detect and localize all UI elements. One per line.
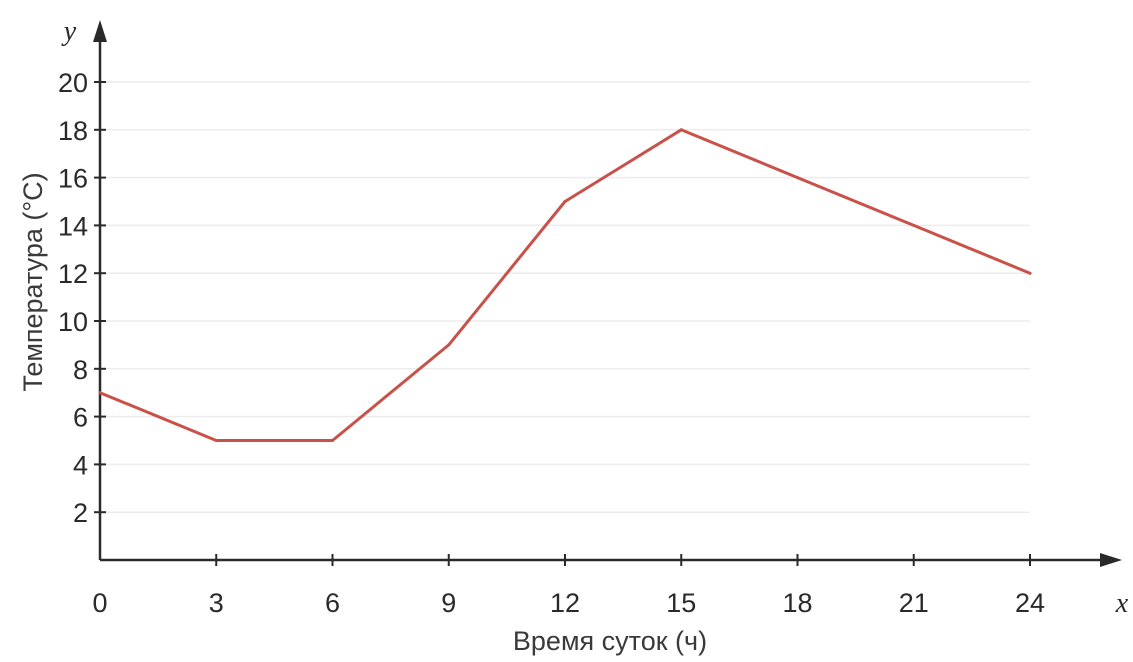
x-tick-label: 9 — [441, 588, 456, 618]
y-tick-label: 16 — [58, 164, 88, 194]
x-tick-label: 21 — [899, 588, 929, 618]
x-axis-variable: x — [1115, 588, 1129, 619]
x-tick-label: 15 — [666, 588, 696, 618]
x-tick-label: 12 — [550, 588, 580, 618]
data-point — [98, 391, 102, 395]
grid — [100, 81, 1030, 513]
y-axis-arrow — [93, 20, 107, 42]
y-tick-label: 8 — [73, 355, 88, 385]
x-axis-title: Время суток (ч) — [513, 626, 707, 656]
y-tick-label: 4 — [73, 450, 88, 480]
y-tick-label: 12 — [58, 259, 88, 289]
x-tick-label: 6 — [325, 588, 340, 618]
data-point — [563, 200, 567, 203]
x-tick-label: 24 — [1015, 588, 1045, 618]
y-tick-label: 2 — [73, 498, 88, 528]
series-line — [98, 128, 1032, 442]
data-point — [447, 343, 451, 347]
y-tick-label: 20 — [58, 68, 88, 98]
x-tick-label: 3 — [209, 588, 224, 618]
data-point — [214, 439, 218, 442]
series — [98, 128, 1032, 442]
data-point — [796, 176, 799, 180]
y-tick-label: 18 — [58, 116, 88, 146]
y-tick-label: 6 — [73, 403, 88, 433]
y-tick-label: 10 — [58, 307, 88, 337]
data-point — [912, 223, 916, 227]
data-point — [679, 128, 683, 132]
x-tick-label: 18 — [782, 588, 812, 618]
y-tick-label: 14 — [58, 211, 88, 241]
y-axis-variable: y — [61, 16, 77, 47]
data-point — [1028, 271, 1032, 275]
axes — [93, 20, 1122, 567]
x-axis-arrow — [1100, 553, 1122, 567]
data-point — [331, 439, 334, 442]
x-tick-label: 0 — [92, 588, 107, 618]
y-axis-title: Температура (°С) — [18, 172, 48, 391]
